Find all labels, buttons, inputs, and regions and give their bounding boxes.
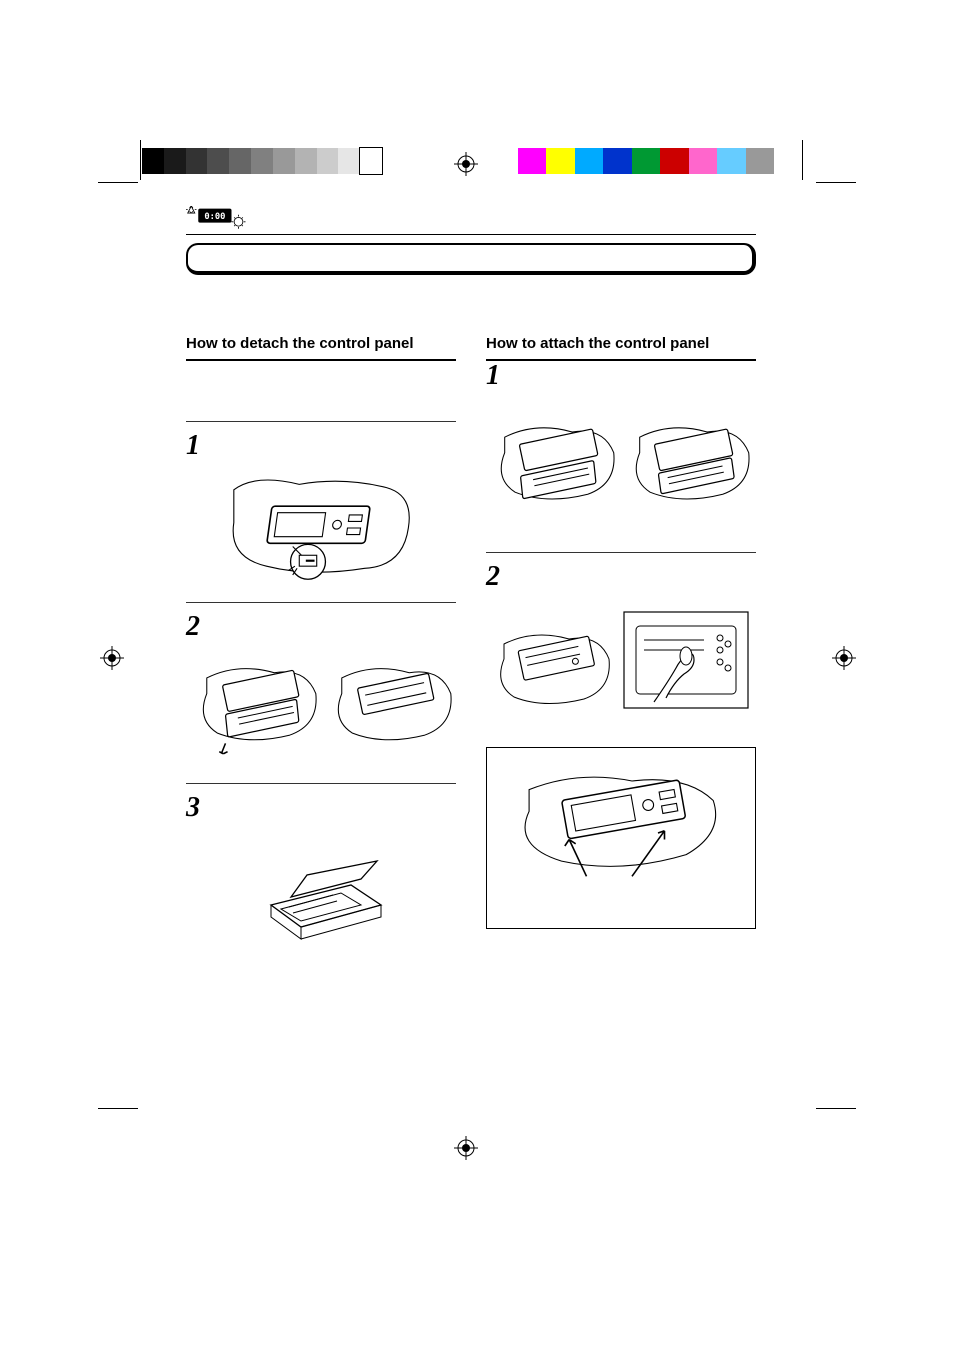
crop-mark <box>816 182 856 183</box>
color-calibration-bar <box>518 148 774 174</box>
detach-step-2-illustration <box>186 649 456 769</box>
crop-mark <box>98 1108 138 1109</box>
step-rule <box>186 602 456 603</box>
crop-mark <box>140 140 141 180</box>
attach-step-2-illustration <box>486 599 756 739</box>
color-swatch <box>546 148 574 174</box>
detach-step-2-number: 2 <box>186 611 456 643</box>
registration-mark-icon <box>100 646 124 670</box>
left-column: How to detach the control panel 1 <box>186 335 456 950</box>
page-content: 0:00 How to detach the control panel 1 <box>186 206 756 950</box>
gray-swatch <box>164 148 186 174</box>
badge-time-text: 0:00 <box>204 212 225 222</box>
color-swatch <box>518 148 546 174</box>
gray-swatch <box>360 148 382 174</box>
gray-swatch <box>317 148 339 174</box>
registration-mark-icon <box>832 646 856 670</box>
gray-swatch <box>229 148 251 174</box>
attach-step-1-illustration <box>486 398 756 538</box>
empty-title-box <box>186 243 756 275</box>
color-swatch <box>717 148 745 174</box>
header-clock-badge-icon: 0:00 <box>186 206 256 230</box>
grayscale-calibration-bar <box>142 148 382 174</box>
color-swatch <box>575 148 603 174</box>
color-swatch <box>746 148 774 174</box>
crop-mark <box>816 1108 856 1109</box>
heading-rule <box>186 359 456 361</box>
color-swatch <box>689 148 717 174</box>
attach-step-1-number: 1 <box>486 360 756 392</box>
crop-mark <box>802 140 803 180</box>
step-rule <box>186 783 456 784</box>
gray-swatch <box>273 148 295 174</box>
gray-swatch <box>142 148 164 174</box>
gray-swatch <box>186 148 208 174</box>
detach-step-1-illustration <box>186 468 456 588</box>
gray-swatch <box>207 148 229 174</box>
attach-note-illustration <box>497 768 745 898</box>
step-rule <box>486 552 756 553</box>
attach-step-2-number: 2 <box>486 561 756 593</box>
detach-step-3-illustration <box>186 830 456 950</box>
detach-heading: How to detach the control panel <box>186 335 456 353</box>
color-swatch <box>603 148 631 174</box>
right-column: How to attach the control panel 1 <box>486 335 756 950</box>
gray-swatch <box>295 148 317 174</box>
crop-mark <box>98 182 138 183</box>
registration-mark-icon <box>454 1136 478 1160</box>
detach-step-3-number: 3 <box>186 792 456 824</box>
detach-step-1-number: 1 <box>186 430 456 462</box>
color-swatch <box>660 148 688 174</box>
header-rule <box>186 234 756 235</box>
registration-mark-icon <box>454 152 478 176</box>
step-rule <box>186 421 456 422</box>
color-swatch <box>632 148 660 174</box>
gray-swatch <box>338 148 360 174</box>
gray-swatch <box>251 148 273 174</box>
attach-note-box <box>486 747 756 929</box>
